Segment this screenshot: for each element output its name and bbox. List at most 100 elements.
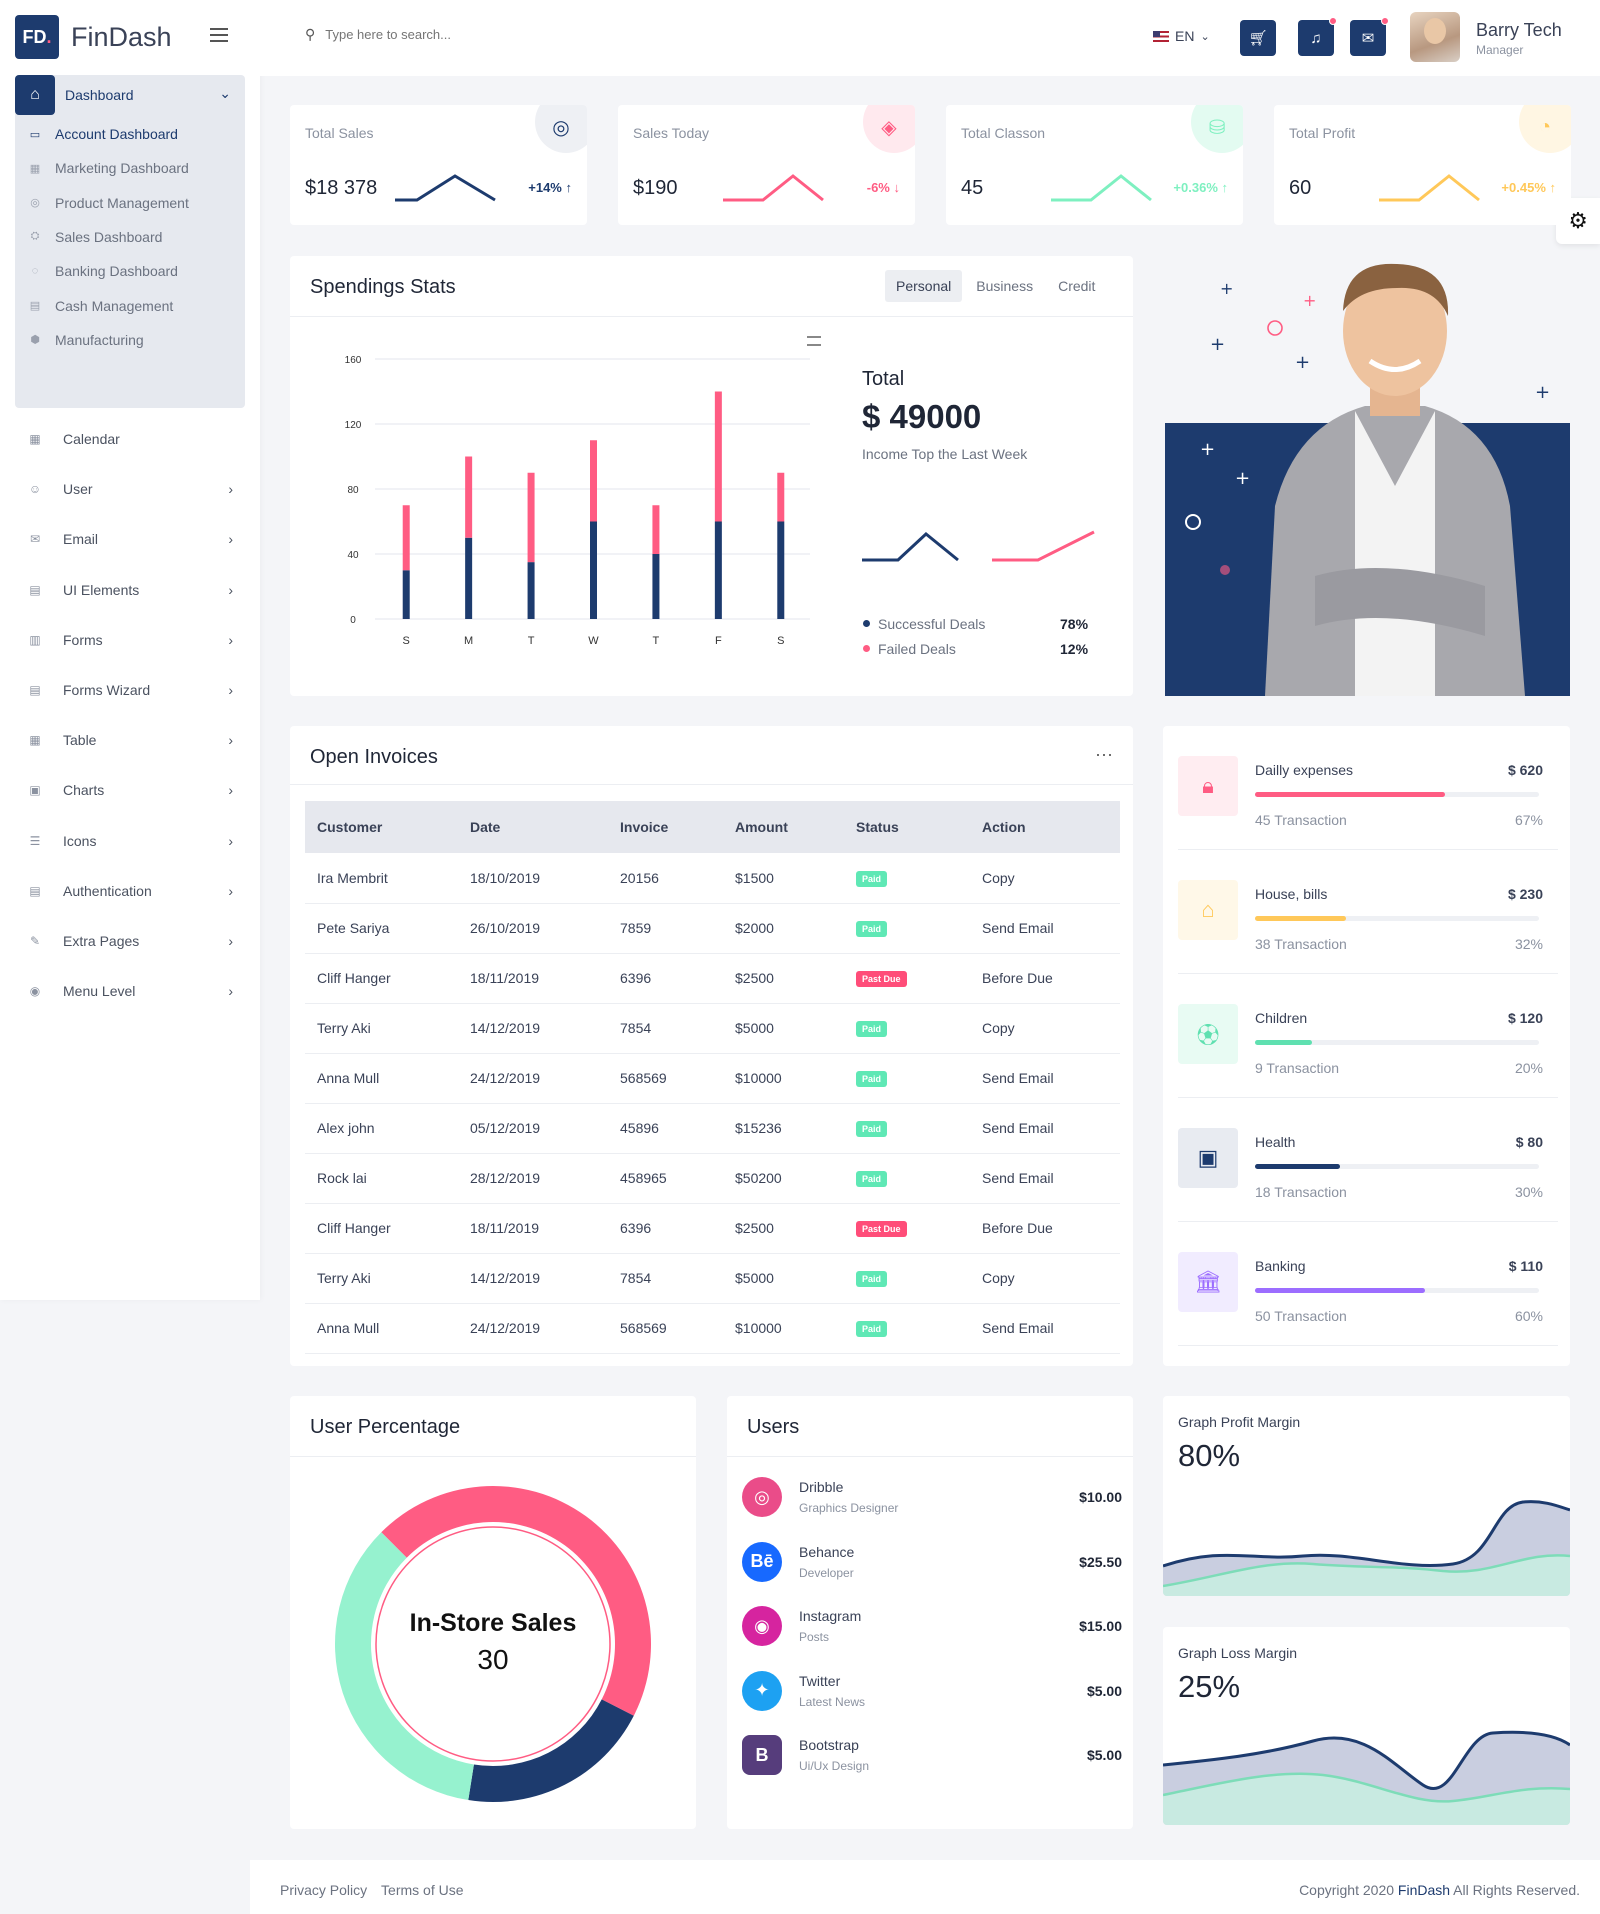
footer-links: Privacy Policy Terms of Use	[280, 1882, 464, 1898]
user-avatar[interactable]	[1410, 12, 1460, 62]
sidebar-item[interactable]: ▦ Table ›	[15, 725, 245, 755]
user-row[interactable]: B Bootstrap Ui/Ux Design $5.00	[742, 1729, 1122, 1781]
expense-transactions: 38 Transaction	[1255, 936, 1347, 952]
profit-margin-area-chart	[1163, 1500, 1570, 1596]
action-link[interactable]: Copy	[982, 1020, 1015, 1036]
tab-credit[interactable]: Credit	[1058, 278, 1096, 294]
table-cell[interactable]: Copy	[970, 853, 1120, 904]
expense-item[interactable]: ⚽︎ Children $ 120 9 Transaction 20%	[1178, 974, 1558, 1098]
sidebar-item[interactable]: ◉ Menu Level ›	[15, 976, 245, 1006]
column-header[interactable]: Customer	[305, 801, 458, 853]
donut-segment	[335, 1532, 474, 1801]
user-name: Bootstrap	[799, 1737, 859, 1753]
twitter-icon: ✦	[742, 1670, 782, 1711]
sidebar-item[interactable]: ▤ Forms Wizard ›	[15, 675, 245, 705]
copyright-text: Copyright 2020	[1299, 1882, 1398, 1898]
sidebar-item[interactable]: ✉ Email ›	[15, 524, 245, 554]
table-cell[interactable]: Before Due	[970, 1203, 1120, 1254]
table-cell[interactable]: Copy	[970, 1003, 1120, 1054]
table-cell[interactable]: Send Email	[970, 903, 1120, 954]
table-row: Cliff Hanger 18/11/2019 6396 $2500 Past Due B…	[305, 953, 1120, 1004]
sidebar-item[interactable]: ☺ User ›	[15, 474, 245, 504]
table-cell[interactable]: Send Email	[970, 1303, 1120, 1354]
column-header[interactable]: Date	[458, 801, 608, 853]
brand[interactable]: FD. FinDash	[15, 15, 172, 59]
column-header[interactable]: Action	[970, 801, 1120, 853]
messages-button[interactable]: ✉︎	[1350, 17, 1389, 56]
table-cell[interactable]: Copy	[970, 1253, 1120, 1304]
more-options-icon[interactable]: ···	[1095, 744, 1113, 764]
column-header[interactable]: Amount	[723, 801, 844, 853]
expense-item[interactable]: 🏛︎ Banking $ 110 50 Transaction 60%	[1178, 1222, 1558, 1346]
search-bar[interactable]: ⚲	[305, 26, 626, 43]
sidebar-item[interactable]: ✎ Extra Pages ›	[15, 926, 245, 956]
user-row[interactable]: Bē Behance Developer $25.50	[742, 1536, 1122, 1588]
sidebar-item[interactable]: ▦ Calendar	[15, 424, 245, 454]
sidebar-item-label: Dashboard	[65, 87, 134, 103]
spendings-stats-panel: Spendings Stats Personal Business Credit 0…	[290, 256, 1133, 696]
terms-of-use-link[interactable]: Terms of Use	[381, 1882, 464, 1898]
user-row[interactable]: ◉ Instagram Posts $15.00	[742, 1600, 1122, 1652]
expense-progress	[1255, 1288, 1539, 1293]
table-cell[interactable]: Send Email	[970, 1153, 1120, 1204]
action-link[interactable]: Send Email	[982, 920, 1054, 936]
cart-button[interactable]: 🛒︎	[1240, 20, 1276, 56]
action-link[interactable]: Copy	[982, 1270, 1015, 1286]
table-cell: Terry Aki	[305, 1253, 458, 1304]
action-link[interactable]: Before Due	[982, 1220, 1053, 1236]
menu-toggle-icon[interactable]	[210, 28, 228, 42]
user-row[interactable]: ◎ Dribble Graphics Designer $10.00	[742, 1471, 1122, 1523]
sidebar-subitem[interactable]: ▭ Account Dashboard	[15, 122, 245, 146]
copyright-brand-link[interactable]: FinDash	[1397, 1882, 1451, 1898]
table-cell[interactable]: Before Due	[970, 953, 1120, 1004]
sidebar-subitem[interactable]: ◎ Product Management	[15, 191, 245, 215]
sidebar-subitem[interactable]: ⛭ Sales Dashboard	[15, 225, 245, 249]
cell-text: $5000	[735, 1270, 774, 1286]
sidebar-item[interactable]: ▤ UI Elements ›	[15, 575, 245, 605]
cell-text: $10000	[735, 1320, 782, 1336]
search-input[interactable]	[325, 27, 626, 42]
sidebar-subitem[interactable]: ◌ Banking Dashboard	[15, 259, 245, 283]
privacy-policy-link[interactable]: Privacy Policy	[280, 1882, 368, 1898]
expense-item[interactable]: 🔒︎ Dailly expenses $ 620 45 Transaction 67%	[1178, 726, 1558, 850]
column-header[interactable]: Status	[844, 801, 970, 853]
tab-business[interactable]: Business	[976, 278, 1034, 294]
action-link[interactable]: Copy	[982, 869, 1015, 886]
user-value: $5.00	[1086, 1747, 1122, 1763]
action-link[interactable]: Send Email	[982, 1120, 1054, 1136]
action-link[interactable]: Before Due	[982, 970, 1053, 986]
table-cell: 458965	[608, 1153, 723, 1204]
sidebar-subitem[interactable]: ▤ Cash Management	[15, 294, 245, 318]
sidebar-subitem[interactable]: ⬢ Manufacturing	[15, 328, 245, 352]
table-cell[interactable]: Send Email	[970, 1053, 1120, 1104]
chart-menu-icon[interactable]	[807, 336, 821, 346]
table-cell: Alex john	[305, 1103, 458, 1154]
y-tick-label: 160	[345, 355, 362, 366]
sidebar-item[interactable]: ☰ Icons ›	[15, 826, 245, 856]
dashboard-group: ⌂ Dashboard ⌄ ▭ Account Dashboard ▦ Marketi…	[15, 75, 245, 408]
sidebar-subitem[interactable]: ▦ Marketing Dashboard	[15, 156, 245, 180]
sidebar-subitem-label: Banking Dashboard	[55, 263, 178, 280]
table-cell[interactable]: Send Email	[970, 1103, 1120, 1154]
sidebar-item[interactable]: ▣ Charts ›	[15, 775, 245, 805]
action-link[interactable]: Send Email	[982, 1320, 1054, 1336]
notifications-button[interactable]: ♫︎	[1298, 17, 1337, 56]
sidebar-item-dashboard[interactable]: ⌂ Dashboard ⌄	[15, 75, 245, 115]
action-link[interactable]: Send Email	[982, 1070, 1054, 1086]
language-selector[interactable]: EN ⌄	[1153, 28, 1210, 44]
sidebar-item[interactable]: ▥ Forms ›	[15, 625, 245, 655]
action-link[interactable]: Send Email	[982, 1170, 1054, 1186]
expense-item[interactable]: ⌂ House, bills $ 230 38 Transaction 32%	[1178, 850, 1558, 974]
expense-item[interactable]: ▣ Health $ 80 18 Transaction 30%	[1178, 1098, 1558, 1222]
column-header[interactable]: Invoice	[608, 801, 723, 853]
cell-text: 14/12/2019	[470, 1270, 541, 1286]
user-name[interactable]: Barry Tech	[1476, 20, 1562, 40]
expense-progress-fill	[1255, 792, 1446, 797]
sidebar-item[interactable]: ▤ Authentication ›	[15, 876, 245, 906]
cell-text: Cliff Hanger	[317, 970, 391, 986]
user-row[interactable]: ✦ Twitter Latest News $5.00	[742, 1665, 1122, 1717]
behance-icon: Bē	[742, 1541, 782, 1582]
table-row: Alex john 05/12/2019 45896 $15236 Paid Send E…	[305, 1103, 1120, 1154]
tab-personal[interactable]: Personal	[885, 270, 963, 302]
user-value: $10.00	[1079, 1489, 1122, 1505]
